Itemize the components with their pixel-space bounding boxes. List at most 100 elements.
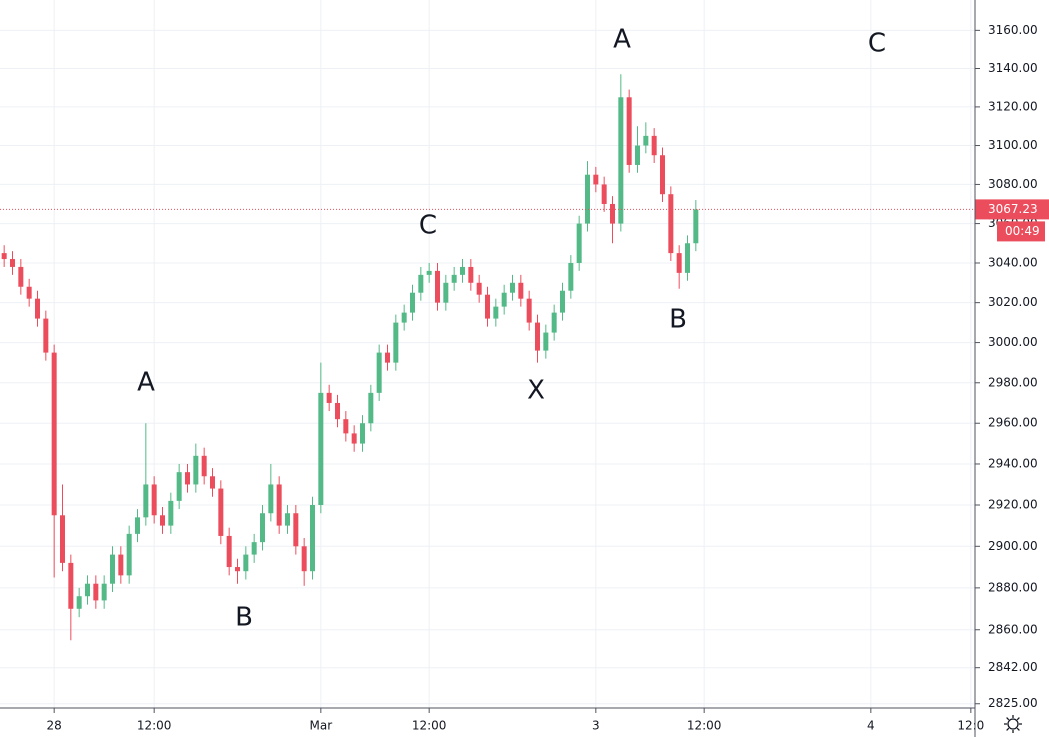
- candle-body: [576, 223, 582, 263]
- grid: [0, 0, 975, 708]
- candle-body: [76, 596, 82, 609]
- candle-body: [435, 270, 440, 303]
- candle-body: [401, 312, 407, 323]
- candle-body: [318, 392, 324, 505]
- candle-body: [251, 542, 257, 555]
- candle-body: [193, 455, 199, 485]
- y-tick-label: 3040.00: [988, 255, 1038, 269]
- x-tick-label: 28: [47, 719, 62, 733]
- candle-body: [43, 318, 49, 353]
- wave-label: B: [669, 305, 687, 335]
- candle-body: [143, 484, 149, 518]
- candle-body: [126, 533, 132, 576]
- x-tick-label: 4: [867, 719, 875, 733]
- candle-body: [560, 290, 565, 313]
- countdown-box: [997, 221, 1045, 242]
- candle-body: [185, 472, 190, 485]
- candle-body: [343, 419, 349, 434]
- candle-body: [285, 513, 290, 526]
- gear-teeth[interactable]: [1004, 715, 1022, 733]
- candle-body: [443, 282, 449, 303]
- candle-body: [168, 500, 174, 526]
- candle-body: [68, 562, 74, 609]
- candle-body: [418, 274, 424, 293]
- candle-body: [451, 274, 457, 283]
- candle-body: [26, 286, 32, 299]
- wave-label: A: [137, 368, 155, 398]
- candle-body: [393, 322, 399, 363]
- candle-body: [610, 203, 615, 224]
- x-tick-label: 12:00: [412, 719, 447, 733]
- x-tick-label: 12:00: [687, 719, 722, 733]
- y-tick-label: 2880.00: [988, 580, 1038, 594]
- candle-body: [235, 567, 240, 572]
- labels: 2825.00 2842.00 2860.00 2880.00 2900.00 2920.…: [0, 23, 1049, 733]
- candle-body: [660, 155, 665, 195]
- wave-label: A: [613, 25, 631, 55]
- candle-body: [635, 145, 640, 165]
- y-tick-label: 2825.00: [988, 696, 1038, 710]
- candle-body: [410, 292, 415, 313]
- candle-body: [326, 392, 332, 403]
- candle-body: [201, 455, 207, 477]
- candle-body: [543, 332, 549, 351]
- x-tick-label: 3: [592, 719, 600, 733]
- candle-body: [368, 392, 374, 424]
- y-tick-label: 3140.00: [988, 61, 1038, 75]
- candle-body: [618, 97, 624, 224]
- candle-body: [293, 513, 299, 547]
- candle-body: [676, 253, 682, 273]
- candle-body: [626, 97, 632, 165]
- candle-body: [218, 488, 224, 536]
- candle-body: [60, 515, 65, 563]
- candle-body: [151, 484, 157, 516]
- candle-body: [510, 282, 515, 293]
- last-price-box: [975, 199, 1049, 220]
- candles: [1, 74, 699, 641]
- y-tick-label: 3100.00: [988, 138, 1038, 152]
- candle-body: [268, 484, 274, 514]
- settings-icon[interactable]: [1004, 715, 1022, 733]
- y-tick-label: 3080.00: [988, 177, 1038, 191]
- last-price-label: 3067.23: [988, 202, 1038, 216]
- candle-body: [35, 298, 40, 319]
- candle-body: [668, 194, 674, 254]
- candle-body: [310, 504, 315, 572]
- candle-body: [276, 484, 282, 526]
- candle-body: [685, 243, 690, 273]
- candle-body: [110, 554, 115, 584]
- candle-body: [501, 292, 507, 307]
- gear[interactable]: [1007, 718, 1019, 730]
- candle-body: [18, 266, 24, 287]
- y-tick-label: 2920.00: [988, 497, 1038, 511]
- candle-body: [160, 515, 165, 526]
- countdown: 00:49: [1005, 224, 1040, 238]
- candle-body: [551, 312, 557, 333]
- y-tick-label: 2900.00: [988, 539, 1038, 553]
- y-tick-label: 3160.00: [988, 23, 1038, 37]
- x-tick-label: Mar: [310, 719, 333, 733]
- candle-body: [51, 352, 57, 516]
- candle-body: [460, 266, 465, 275]
- x-tick-label: 12:00: [137, 719, 172, 733]
- y-tick-label: 2860.00: [988, 622, 1038, 636]
- candle-body: [351, 433, 357, 444]
- candle-body: [360, 423, 365, 444]
- candle-body: [10, 259, 15, 267]
- candle-body: [1, 253, 7, 260]
- wave-label: C: [868, 29, 886, 59]
- candle-body: [526, 298, 532, 323]
- candle-body: [376, 352, 382, 393]
- y-tick-label: 2940.00: [988, 456, 1038, 470]
- candle-body: [135, 517, 140, 534]
- candle-body: [118, 554, 124, 576]
- y-tick-label: 2960.00: [988, 416, 1038, 430]
- candle-body: [585, 174, 590, 224]
- candle-body: [385, 352, 390, 363]
- candle-body: [426, 270, 432, 275]
- candle-body: [260, 513, 265, 543]
- candle-body: [535, 322, 540, 351]
- candle-body: [493, 306, 499, 319]
- candle-body: [301, 546, 307, 572]
